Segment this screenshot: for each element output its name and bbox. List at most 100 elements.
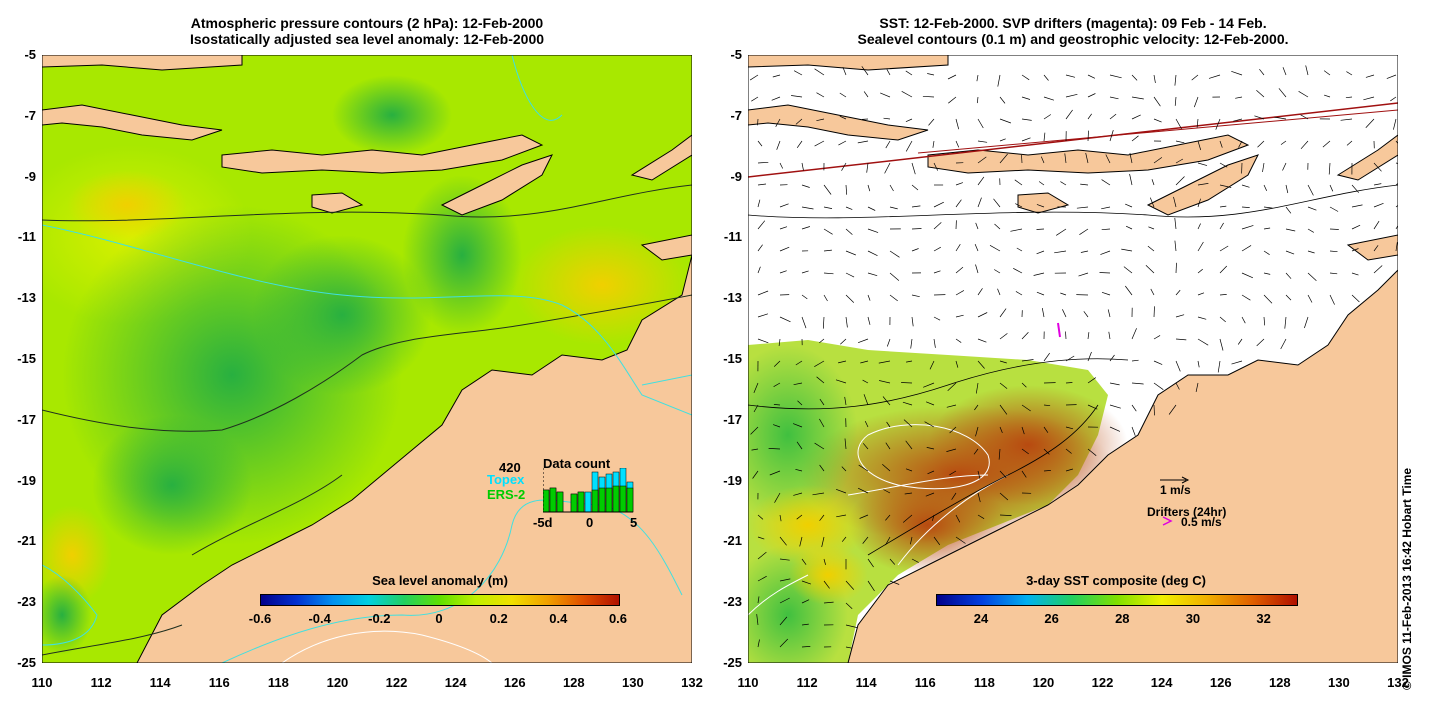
velocity-arrow [1307, 272, 1317, 282]
left-x-tick-label: 114 [149, 675, 171, 690]
velocity-arrow [866, 162, 869, 173]
velocity-arrow [1241, 245, 1252, 252]
velocity-arrow [1078, 272, 1089, 277]
velocity-arrow [1197, 292, 1205, 296]
velocity-arrow [1329, 272, 1338, 275]
velocity-arrow [975, 264, 979, 274]
velocity-arrow [1131, 135, 1139, 142]
velocity-arrow [778, 338, 781, 347]
right-y-tick-label: -15 [723, 351, 742, 366]
velocity-arrow [1262, 162, 1265, 173]
velocity-arrow [1390, 96, 1397, 102]
sea-level-anomaly-map [42, 55, 692, 663]
velocity-arrow [816, 376, 825, 384]
velocity-arrow [1147, 245, 1155, 252]
right-y-tick-label: -23 [723, 594, 742, 610]
velocity-arrow [1153, 306, 1155, 318]
velocity-arrow [1284, 316, 1287, 329]
velocity-arrow [1282, 67, 1287, 76]
velocity-arrow [924, 421, 935, 428]
velocity-arrow [1175, 176, 1185, 186]
velocity-arrow [793, 492, 803, 496]
velocity-arrow [932, 140, 935, 148]
velocity-arrow [835, 488, 847, 494]
velocity-arrow [1241, 184, 1250, 188]
velocity-arrow [889, 580, 900, 585]
velocity-arrow [999, 514, 1012, 516]
velocity-arrow [1395, 162, 1398, 164]
velocity-arrow [768, 448, 781, 450]
velocity-arrow [779, 616, 788, 626]
histogram-bar-ers2 [577, 491, 585, 513]
velocity-arrow [779, 514, 782, 522]
velocity-arrow [1109, 354, 1115, 362]
velocity-arrow [1021, 154, 1023, 164]
velocity-arrow [1153, 118, 1162, 123]
velocity-arrow [977, 176, 985, 186]
velocity-arrow [863, 91, 869, 98]
velocity-arrow [756, 614, 759, 626]
velocity-arrow [1033, 272, 1045, 276]
velocity-arrow [823, 294, 828, 302]
velocity-arrow [906, 360, 913, 363]
right-colorbar-title: 3-day SST composite (deg C) [1026, 573, 1206, 588]
velocity-arrow [1153, 382, 1164, 390]
velocity-arrow [1197, 162, 1208, 166]
velocity-arrow [1208, 74, 1221, 79]
velocity-arrow [1219, 222, 1224, 230]
right-x-tick-label: 112 [796, 675, 818, 690]
histogram-bar-ers2 [549, 487, 557, 513]
velocity-arrow [889, 206, 898, 210]
right-x-tick-label: 126 [1209, 675, 1232, 690]
velocity-arrow [1365, 118, 1375, 128]
velocity-arrow [976, 96, 979, 104]
velocity-arrow [974, 243, 979, 252]
velocity-arrow [1021, 404, 1031, 412]
velocity-arrow [929, 360, 935, 370]
velocity-arrow [867, 316, 871, 325]
velocity-arrow [1150, 288, 1155, 296]
velocity-arrow [1107, 309, 1111, 318]
velocity-arrow [901, 90, 913, 98]
velocity-arrow [816, 118, 825, 122]
velocity-arrow [1263, 250, 1270, 255]
right-x-tick-label: 120 [1032, 675, 1055, 690]
velocity-arrow [1285, 294, 1292, 301]
velocity-arrow [1395, 224, 1398, 230]
histogram-bar-ers2 [598, 487, 606, 513]
velocity-arrow [902, 401, 913, 406]
velocity-arrow [1174, 217, 1177, 230]
right-colorbar [936, 594, 1298, 606]
velocity-arrow [1175, 262, 1177, 274]
velocity-arrow [757, 199, 761, 208]
velocity-arrow [933, 246, 941, 252]
left-y-tick-label: -7 [24, 107, 36, 123]
right-y-tick-label: -7 [730, 107, 742, 123]
velocity-arrow [1021, 448, 1029, 455]
left-colorbar-tick: -0.6 [248, 611, 272, 626]
velocity-arrow [844, 396, 847, 406]
velocity-arrow [1280, 140, 1287, 145]
velocity-arrow [949, 470, 957, 476]
velocity-arrow [1285, 228, 1296, 232]
velocity-arrow [1197, 268, 1203, 274]
velocity-arrow [757, 639, 760, 648]
velocity-arrow [1043, 426, 1049, 433]
velocity-arrow [1131, 74, 1138, 81]
velocity-arrow [774, 492, 781, 503]
velocity-arrow [1021, 470, 1027, 478]
velocity-arrow [911, 228, 922, 230]
velocity-arrow [999, 360, 1007, 364]
velocity-arrow [757, 596, 760, 604]
right-panel-title: SST: 12-Feb-2000. SVP drifters (magenta)… [748, 15, 1398, 47]
velocity-arrow [1065, 93, 1078, 98]
velocity-arrow [1087, 74, 1096, 79]
right-x-tick-label: 130 [1328, 675, 1350, 690]
velocity-arrow [999, 382, 1008, 389]
velocity-arrow [1080, 183, 1089, 186]
velocity-arrow [796, 514, 803, 520]
velocity-arrow [1197, 360, 1200, 368]
velocity-arrow [1351, 204, 1363, 208]
right-x-tick-label: 114 [855, 675, 877, 690]
data-count-max: 420 [499, 460, 521, 475]
